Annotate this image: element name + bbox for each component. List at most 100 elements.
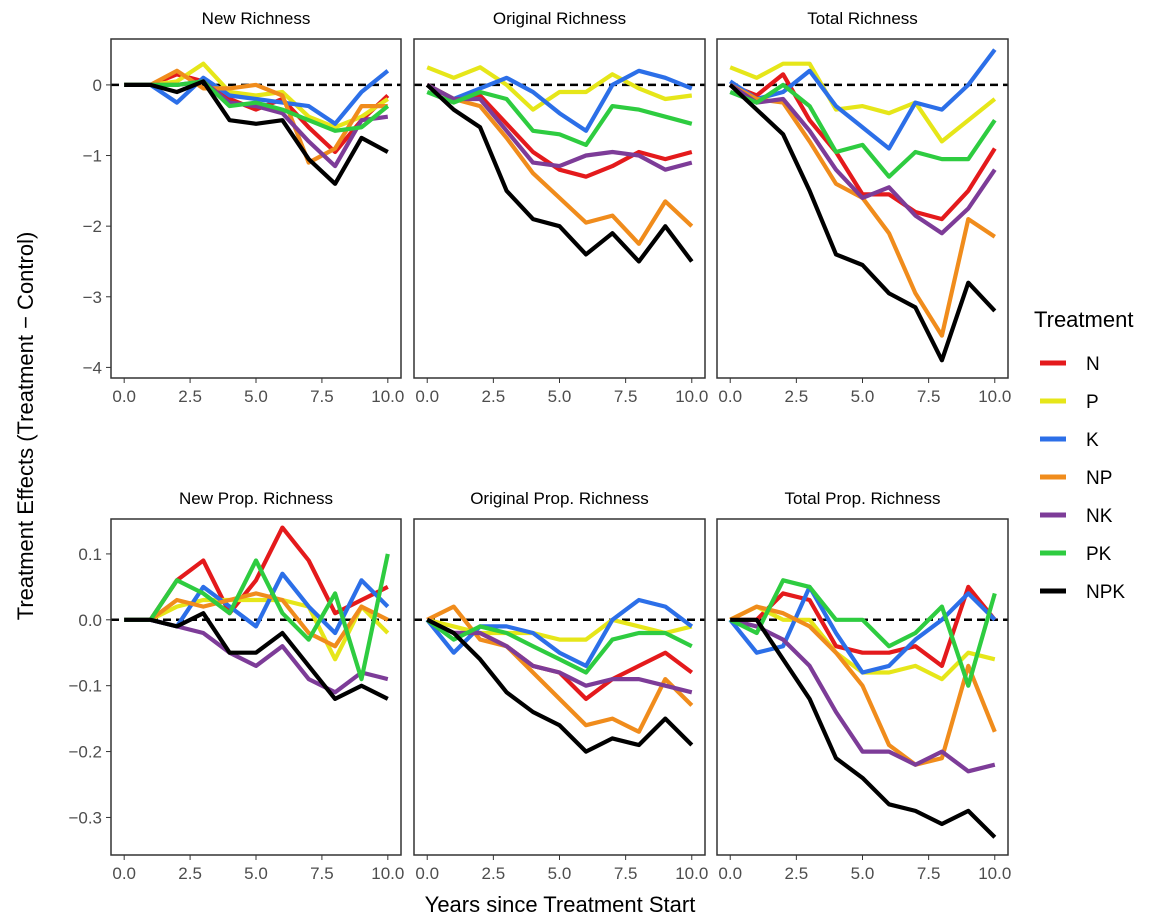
x-tick-label: 10.0	[978, 387, 1011, 406]
series-line-npk	[124, 79, 389, 186]
x-tick-label: 0.0	[415, 864, 439, 883]
x-tick-label: 2.5	[482, 387, 506, 406]
panel-title: Total Prop. Richness	[785, 489, 941, 508]
panel-border	[716, 518, 1009, 856]
x-tick-label: 10.0	[675, 387, 708, 406]
series-line-p	[729, 61, 997, 144]
panel-border	[110, 38, 402, 379]
series-line-nk	[729, 83, 997, 236]
x-tick-label: 0.0	[718, 864, 742, 883]
series-line-k	[426, 68, 693, 133]
y-tick-label: −4	[83, 358, 102, 377]
y-tick-label: −0.1	[68, 677, 102, 696]
x-tick-label: 0.0	[718, 387, 742, 406]
panel-title: New Richness	[202, 9, 311, 28]
x-tick-label: 10.0	[978, 864, 1011, 883]
panel-border	[413, 38, 706, 379]
legend-label: NP	[1086, 468, 1112, 489]
x-tick-label: 0.0	[112, 864, 136, 883]
series-line-k	[425, 597, 694, 669]
series-line-npk	[728, 83, 997, 363]
x-tick-label: 5.0	[548, 864, 572, 883]
y-tick-label: −0.3	[68, 808, 102, 827]
series-line-pk	[425, 618, 693, 675]
series-line-np	[124, 68, 388, 165]
x-tick-label: 5.0	[548, 387, 572, 406]
legend-label: NPK	[1086, 582, 1125, 603]
panel-title: Original Prop. Richness	[470, 489, 649, 508]
x-tick-label: 0.0	[415, 387, 439, 406]
panel: Original Prop. Richness 0.0 2.5 5.0 7.5 10.0	[413, 489, 708, 883]
x-tick-label: 7.5	[614, 864, 638, 883]
y-tick-label: −2	[83, 217, 102, 236]
x-axis-label: Years since Treatment Start	[425, 892, 696, 917]
x-tick-label: 5.0	[851, 387, 875, 406]
x-tick-label: 10.0	[675, 864, 708, 883]
panel: New Richness 0.0 2.5 5.0 7.5 10.0 0 −1 −2 −3 −4	[83, 9, 405, 406]
legend-label: P	[1086, 392, 1099, 413]
series-line-pk	[124, 79, 390, 133]
legend-label: NK	[1086, 506, 1113, 527]
y-axis-label: Treatment Effects (Treatment − Control)	[13, 232, 38, 621]
series-line-npk	[124, 611, 389, 702]
series-line-k	[729, 48, 997, 151]
x-tick-label: 10.0	[371, 864, 404, 883]
series-line-np	[426, 83, 694, 246]
x-tick-label: 2.5	[785, 864, 809, 883]
y-tick-label: 0.0	[78, 611, 102, 630]
series-line-n	[729, 72, 997, 222]
x-tick-label: 7.5	[614, 387, 638, 406]
series-line-pk	[124, 553, 390, 682]
y-tick-label: −0.2	[68, 743, 102, 762]
x-tick-label: 5.0	[244, 864, 268, 883]
panel: Total Prop. Richness 0.0 2.5 5.0 7.5 10.0	[716, 489, 1011, 883]
series-line-np	[729, 604, 997, 767]
x-tick-label: 2.5	[178, 387, 202, 406]
series-line-pk	[729, 82, 997, 179]
y-tick-label: −3	[83, 288, 102, 307]
series-line-p	[426, 65, 693, 112]
y-tick-label: 0.1	[78, 545, 102, 564]
legend-label: PK	[1086, 544, 1112, 565]
series-line-pk	[426, 89, 693, 147]
x-tick-label: 7.5	[917, 387, 941, 406]
series-line-k	[124, 69, 390, 126]
series-line-np	[426, 604, 694, 734]
x-tick-label: 7.5	[917, 864, 941, 883]
series-line-npk	[425, 83, 694, 264]
panel: Original Richness 0.0 2.5 5.0 7.5 10.0	[413, 9, 708, 406]
x-tick-label: 7.5	[310, 864, 334, 883]
panel-title: New Prop. Richness	[179, 489, 333, 508]
x-tick-label: 7.5	[310, 387, 334, 406]
panel-border	[110, 518, 402, 856]
x-tick-label: 10.0	[371, 387, 404, 406]
x-tick-label: 5.0	[851, 864, 875, 883]
x-tick-label: 2.5	[482, 864, 506, 883]
panel: New Prop. Richness 0.0 2.5 5.0 7.5 10.0 0.1 0.0…	[68, 489, 404, 883]
series-line-nk	[426, 83, 693, 172]
panel-border	[413, 518, 706, 856]
series-line-npk	[730, 617, 997, 839]
panel-border	[716, 38, 1009, 379]
legend-title: Treatment	[1034, 307, 1133, 332]
y-tick-label: 0	[93, 76, 102, 95]
panel-title: Total Richness	[807, 9, 918, 28]
x-tick-label: 2.5	[178, 864, 202, 883]
panel: Total Richness 0.0 2.5 5.0 7.5 10.0	[716, 9, 1011, 406]
series-line-np	[124, 591, 389, 649]
y-tick-label: −1	[83, 147, 102, 166]
series-line-n	[730, 584, 997, 669]
panels-group: New Richness 0.0 2.5 5.0 7.5 10.0 0 −1 −2 −3 −4 Ori…	[68, 9, 1011, 883]
panel-title: Original Richness	[493, 9, 626, 28]
series-line-p	[124, 597, 390, 662]
x-tick-label: 0.0	[112, 387, 136, 406]
x-tick-label: 5.0	[244, 387, 268, 406]
legend-label: K	[1086, 430, 1099, 451]
legend-label: N	[1086, 354, 1100, 375]
series-line-p	[124, 61, 389, 130]
series-line-nk	[729, 617, 996, 774]
series-line-pk	[729, 578, 997, 688]
